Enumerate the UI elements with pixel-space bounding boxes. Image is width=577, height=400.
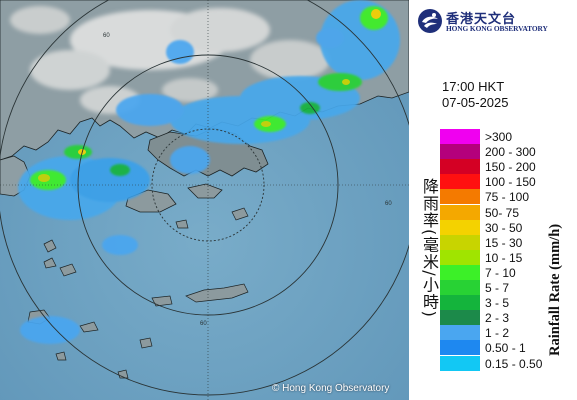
legend-item: 0.15 - 0.50 — [440, 355, 550, 371]
legend-item: >300 — [440, 129, 550, 144]
legend-label: 30 - 50 — [485, 220, 523, 235]
org-name-en: HONG KONG OBSERVATORY — [446, 24, 548, 33]
legend-label: >300 — [485, 130, 513, 144]
legend-panel: 香港天文台 HONG KONG OBSERVATORY 17:00 HKT 07… — [409, 0, 577, 400]
legend-item: 150 - 200 — [440, 159, 550, 175]
range-rings — [0, 0, 409, 400]
legend-title-cn: 降雨率(毫米/小時) — [420, 178, 439, 318]
legend-swatch — [440, 174, 480, 190]
urban-areas — [10, 6, 330, 114]
legend-item: 75 - 100 — [440, 189, 550, 205]
legend-label: 15 - 30 — [485, 235, 523, 250]
legend-swatch — [440, 204, 480, 220]
hko-emblem-icon — [418, 9, 442, 33]
legend-item: 0.50 - 1 — [440, 340, 550, 356]
legend-label: 0.15 - 0.50 — [485, 356, 543, 371]
legend-label: 5 - 7 — [485, 281, 510, 295]
legend-item: 50- 75 — [440, 204, 550, 220]
legend-item: 10 - 15 — [440, 249, 550, 265]
legend-swatch — [440, 144, 480, 160]
ring-labels: 60 60 60 — [103, 33, 392, 327]
legend-swatch — [440, 189, 480, 205]
legend-item: 15 - 30 — [440, 234, 550, 250]
legend-swatch — [440, 355, 480, 371]
ring-label-nw: 60 — [103, 33, 110, 39]
legend-title-en: Rainfall Rate (mm/h) — [547, 223, 563, 356]
legend-swatch — [440, 219, 480, 235]
legend-label: 10 - 15 — [485, 250, 523, 265]
legend-swatch — [440, 340, 480, 356]
legend-swatch — [440, 129, 480, 144]
legend-item: 3 - 5 — [440, 295, 550, 311]
legend-label: 150 - 200 — [485, 160, 536, 175]
legend-label: 0.50 - 1 — [485, 341, 526, 356]
legend-label: 1 - 2 — [485, 326, 510, 341]
legend-item: 30 - 50 — [440, 219, 550, 235]
legend-label: 2 - 3 — [485, 311, 510, 326]
legend-swatch — [440, 310, 480, 326]
legend-label: 100 - 150 — [485, 175, 536, 190]
legend-label: 3 - 5 — [485, 296, 510, 311]
legend-swatch — [440, 264, 480, 280]
hong-kong-island — [187, 183, 223, 199]
legend-swatch — [440, 280, 480, 295]
legend-label: 50- 75 — [485, 205, 520, 220]
legend-item: 2 - 3 — [440, 310, 550, 326]
legend-label: 75 - 100 — [485, 190, 530, 205]
observation-time: 17:00 HKT — [442, 79, 505, 94]
legend-item: 7 - 10 — [440, 264, 550, 280]
ring-label-e: 60 — [385, 201, 392, 207]
legend-item: 5 - 7 — [440, 280, 550, 295]
radar-map[interactable]: 60 60 60 © Hong Kong Observatory — [0, 0, 409, 400]
legend-swatch — [440, 325, 480, 341]
ring-label-s: 60 — [200, 321, 207, 327]
org-name-cn: 香港天文台 — [446, 12, 517, 27]
observation-date: 07-05-2025 — [442, 95, 509, 110]
legend-label: 7 - 10 — [485, 265, 516, 280]
legend-item: 1 - 2 — [440, 325, 550, 341]
legend-swatch — [440, 159, 480, 175]
copyright-notice: © Hong Kong Observatory — [272, 383, 390, 394]
legend-item: 100 - 150 — [440, 174, 550, 190]
legend-item: 200 - 300 — [440, 144, 550, 160]
legend-label: 200 - 300 — [485, 145, 536, 160]
lantau-island — [125, 189, 177, 213]
rain-echoes — [18, 0, 400, 344]
legend-swatch — [440, 249, 480, 265]
hko-logo[interactable]: 香港天文台 HONG KONG OBSERVATORY — [415, 6, 573, 38]
legend-swatch — [440, 295, 480, 311]
legend-swatch — [440, 234, 480, 250]
radar-map-canvas: 60 60 60 — [0, 0, 409, 400]
